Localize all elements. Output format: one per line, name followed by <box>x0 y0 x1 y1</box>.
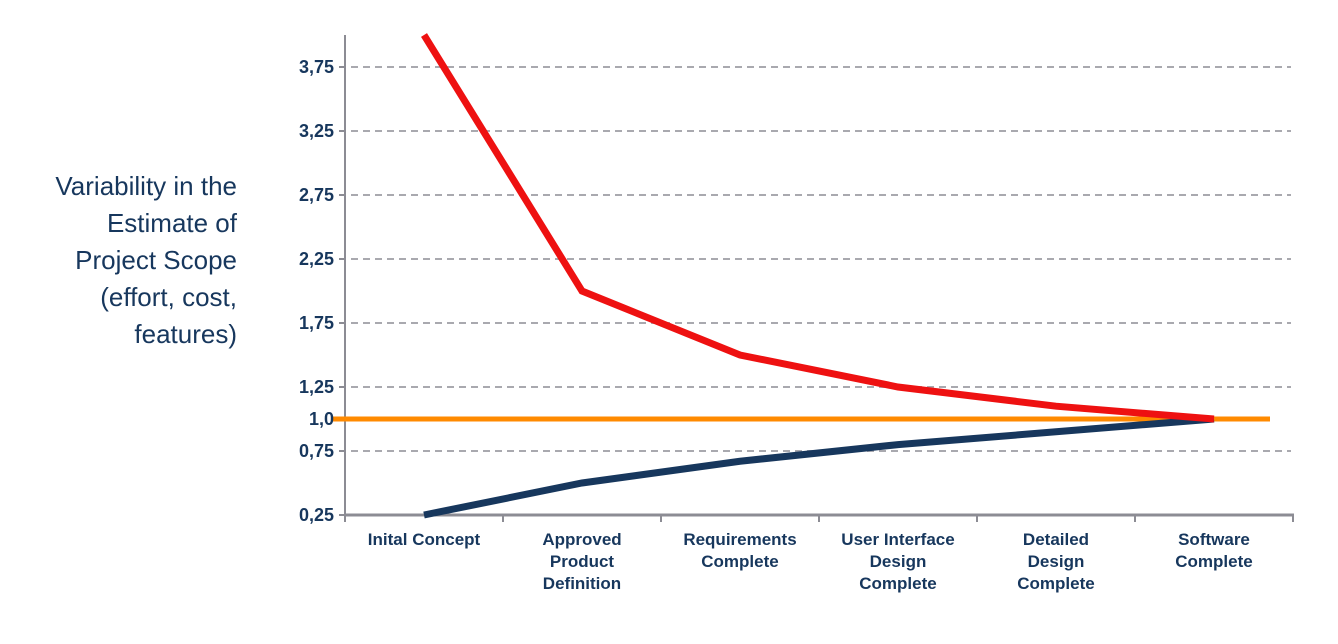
y-axis-title-line: Variability in the <box>55 171 237 201</box>
y-axis-title-line: features) <box>134 319 237 349</box>
y-axis-title-line: Estimate of <box>106 208 237 238</box>
y-tick-label: 1,75 <box>298 313 334 333</box>
y-tick-label: 0,25 <box>298 505 334 525</box>
lower-estimate-line <box>423 415 1215 519</box>
y-axis-title-line: Project Scope <box>75 245 237 275</box>
x-category-label: User Interface Design Complete <box>841 530 955 593</box>
y-axis-title: Variability in the Estimate of Project Sco… <box>0 168 237 353</box>
y-tick-label: 2,75 <box>298 185 334 205</box>
x-category-label: Inital Concept <box>367 530 481 549</box>
x-category-label: Detailed Design Complete <box>1017 530 1095 593</box>
x-category-label: Requirements Complete <box>683 530 797 571</box>
y-tick-label: 1,25 <box>298 377 334 397</box>
y-tick-label: 3,25 <box>298 121 334 141</box>
y-tick-label: 1,0 <box>308 409 334 429</box>
y-axis-title-line: (effort, cost, <box>100 282 237 312</box>
upper-estimate-line <box>421 33 1215 423</box>
y-tick-label: 3,75 <box>298 57 334 77</box>
x-category-label: Software Complete <box>1175 530 1253 571</box>
y-tick-label: 0,75 <box>298 441 334 461</box>
y-tick-label: 2,25 <box>298 249 334 269</box>
x-category-label: Approved Product Definition <box>542 530 622 593</box>
